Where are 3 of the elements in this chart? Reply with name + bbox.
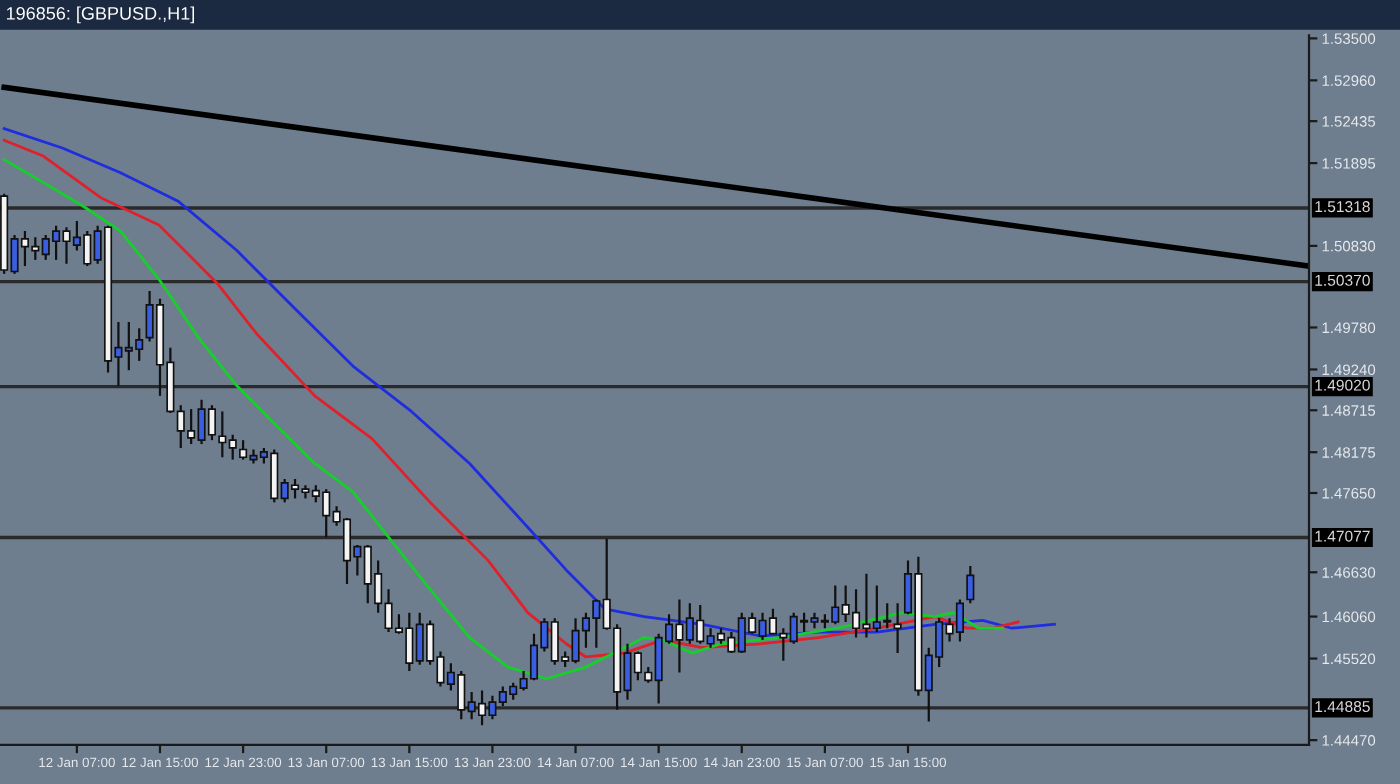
chart-title: 196856: [GBPUSD.,H1] xyxy=(6,6,194,24)
candlestick xyxy=(966,564,975,605)
candlestick xyxy=(893,602,902,655)
